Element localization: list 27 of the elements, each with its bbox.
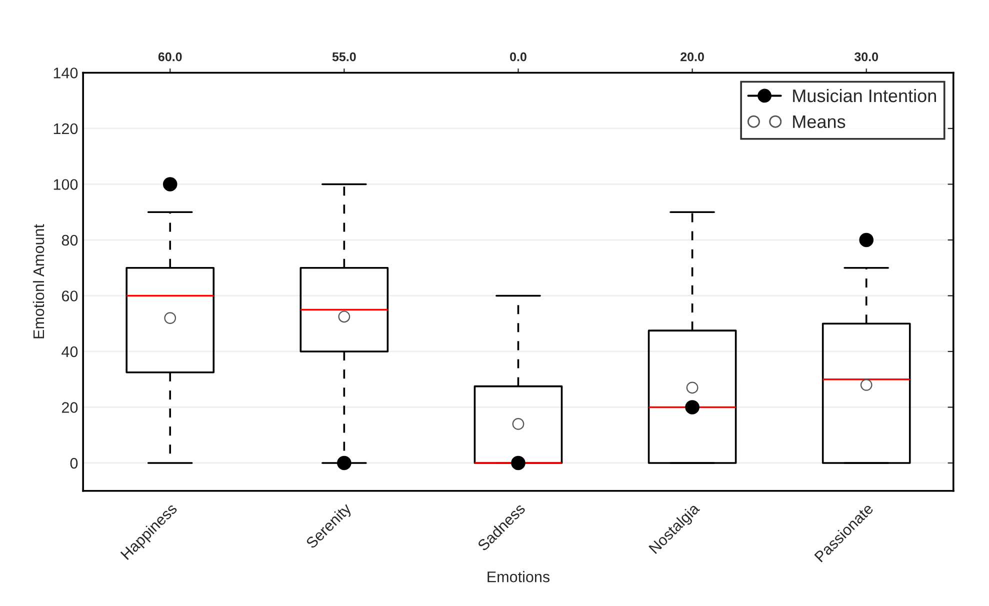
legend-label: Means bbox=[793, 115, 846, 128]
text: 30.0 bbox=[854, 52, 878, 62]
point bbox=[859, 232, 874, 248]
y-tick-label: 120 bbox=[54, 123, 78, 134]
y-tick-label: 80 bbox=[62, 234, 78, 246]
y-tick-label: 0 bbox=[70, 458, 78, 469]
text: 0.0 bbox=[510, 52, 526, 62]
y-tick-label: 40 bbox=[62, 346, 78, 358]
x-axis-title: Emotions bbox=[488, 571, 550, 582]
text: 20.0 bbox=[680, 52, 704, 62]
point bbox=[338, 310, 350, 323]
text: 55.0 bbox=[332, 52, 356, 62]
y-tick-label: 60 bbox=[62, 290, 78, 302]
point bbox=[162, 177, 178, 192]
point bbox=[164, 312, 176, 324]
point bbox=[337, 456, 352, 470]
y-tick-label: 20 bbox=[62, 402, 78, 413]
y-tick-label: 140 bbox=[54, 68, 78, 78]
point bbox=[685, 400, 700, 414]
point bbox=[511, 456, 526, 470]
point bbox=[686, 382, 698, 394]
y-tick-label: 100 bbox=[54, 179, 78, 190]
y-axis-title: Emotionl Amount bbox=[32, 224, 44, 338]
point bbox=[512, 418, 524, 430]
point bbox=[860, 378, 872, 391]
text: 60.0 bbox=[158, 52, 182, 62]
legend-label: Musician Intention bbox=[793, 88, 936, 102]
